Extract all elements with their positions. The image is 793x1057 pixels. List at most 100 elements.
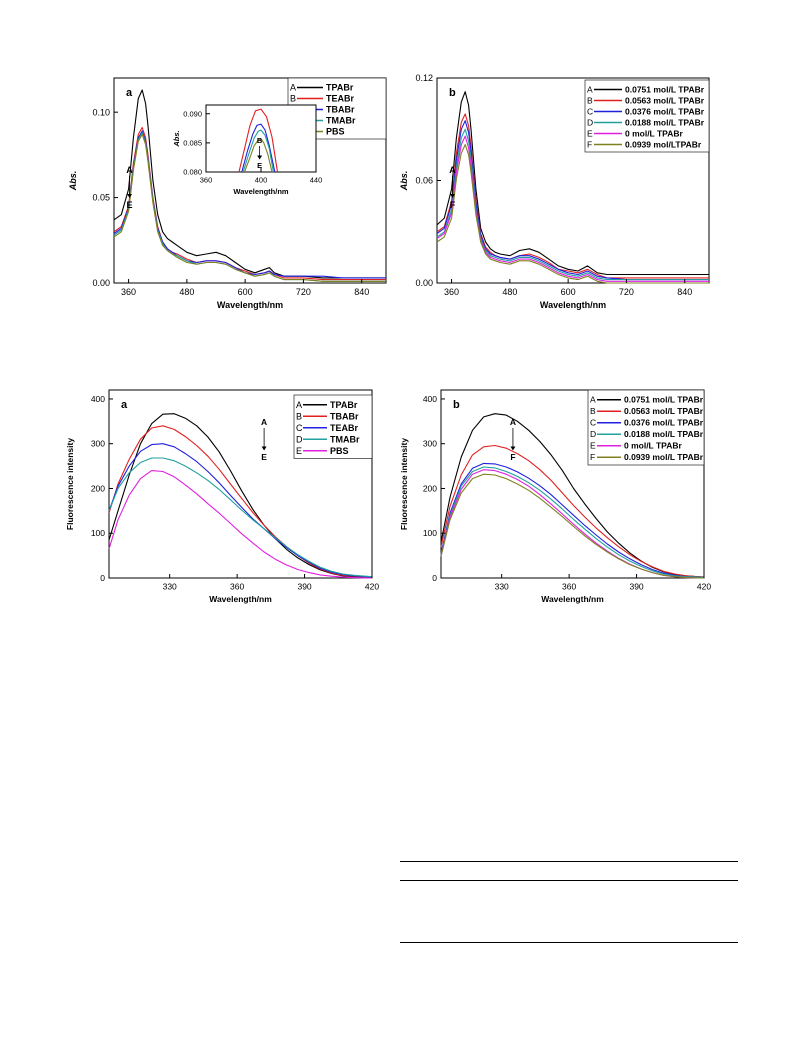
annotation-arrowhead bbox=[127, 194, 133, 198]
annotation-bottom-label: F bbox=[450, 200, 456, 210]
y-tick-label: 0.10 bbox=[92, 107, 110, 117]
series-line-d bbox=[436, 128, 709, 281]
x-tick-label: 390 bbox=[297, 582, 311, 592]
legend-key: A bbox=[290, 83, 296, 93]
legend-label: 0.0376 mol/L TPABr bbox=[624, 418, 704, 428]
legend-key: D bbox=[590, 429, 596, 439]
y-tick-label: 300 bbox=[423, 439, 437, 449]
inset-annotation-bottom-label: E bbox=[257, 161, 262, 170]
series-line-f bbox=[440, 473, 704, 579]
legend-label: TMABr bbox=[330, 434, 360, 444]
legend-key: F bbox=[590, 452, 595, 462]
series-line-c bbox=[436, 120, 709, 281]
table-header-rule bbox=[400, 880, 738, 881]
legend-label: 0 mol/L TPABr bbox=[624, 441, 682, 451]
y-tick-label: 0.00 bbox=[92, 278, 110, 288]
y-tick-label: 200 bbox=[423, 483, 437, 493]
x-tick-label: 600 bbox=[238, 287, 253, 297]
plot-frame bbox=[440, 389, 705, 579]
series-line-a bbox=[436, 91, 709, 276]
annotation-arrowhead bbox=[450, 194, 456, 198]
inset-x-tick-label: 440 bbox=[310, 176, 323, 185]
legend-box bbox=[293, 394, 373, 459]
legend-key: B bbox=[290, 94, 296, 104]
y-axis-label: Fluorescence intensity bbox=[65, 438, 75, 530]
annotation-top-label: A bbox=[261, 417, 267, 427]
panel-label: b bbox=[449, 87, 456, 99]
x-tick-label: 330 bbox=[163, 582, 177, 592]
inset-series-line-b bbox=[238, 108, 279, 173]
legend-box bbox=[587, 389, 705, 466]
y-axis-label: Abs. bbox=[399, 171, 409, 192]
y-axis-label: Fluorescence intensity bbox=[399, 438, 409, 530]
y-tick-label: 200 bbox=[91, 483, 105, 493]
legend-label: 0.0188 mol/L TPABr bbox=[624, 429, 704, 439]
x-tick-label: 840 bbox=[354, 287, 369, 297]
inset-y-axis-label: Abs. bbox=[172, 130, 181, 147]
inset-y-tick-label: 0.090 bbox=[183, 109, 202, 118]
x-tick-label: 480 bbox=[502, 287, 517, 297]
panel-label: a bbox=[121, 399, 128, 411]
inset-y-tick-label: 0.080 bbox=[183, 168, 202, 177]
plot-frame bbox=[113, 77, 387, 284]
legend-label: TPABr bbox=[330, 400, 358, 410]
legend-label: TBABr bbox=[326, 105, 355, 115]
table-top-rule bbox=[400, 861, 738, 862]
y-tick-label: 300 bbox=[91, 439, 105, 449]
inset-x-tick-label: 360 bbox=[200, 176, 213, 185]
y-tick-label: 100 bbox=[423, 528, 437, 538]
legend-key: E bbox=[587, 128, 593, 138]
inset-series-line-c bbox=[241, 123, 276, 173]
legend-key: A bbox=[296, 400, 302, 410]
y-tick-label: 100 bbox=[91, 528, 105, 538]
legend-key: E bbox=[296, 446, 302, 456]
x-tick-label: 420 bbox=[365, 582, 379, 592]
annotation-arrowhead bbox=[261, 446, 267, 451]
x-axis-label: Wavelength/nm bbox=[217, 300, 283, 310]
legend-label: TBABr bbox=[330, 411, 359, 421]
legend-label: 0.0188 mol/L TPABr bbox=[625, 117, 705, 127]
x-axis-label: Wavelength/nm bbox=[541, 594, 604, 604]
plot-frame bbox=[108, 389, 373, 579]
inset-y-tick-label: 0.085 bbox=[183, 138, 202, 147]
annotation-bottom-label: F bbox=[510, 452, 515, 462]
y-tick-label: 0 bbox=[432, 573, 437, 583]
table-bottom-rule bbox=[400, 942, 738, 943]
legend-key: C bbox=[590, 418, 596, 428]
legend-key: B bbox=[296, 411, 302, 421]
x-tick-label: 360 bbox=[230, 582, 244, 592]
legend-label: 0.0751 mol/L TPABr bbox=[624, 395, 704, 405]
x-tick-label: 720 bbox=[619, 287, 634, 297]
legend-label: TPABr bbox=[326, 83, 354, 93]
legend-label: 0.0563 mol/L TPABr bbox=[624, 406, 704, 416]
y-tick-label: 0.12 bbox=[415, 73, 433, 83]
legend-label: PBS bbox=[326, 127, 345, 137]
y-tick-label: 400 bbox=[423, 394, 437, 404]
legend-label: 0 mol/L TPABr bbox=[625, 128, 683, 138]
x-tick-label: 720 bbox=[296, 287, 311, 297]
legend-label: 0.0563 mol/L TPABr bbox=[625, 95, 705, 105]
annotation-top-label: A bbox=[126, 165, 133, 175]
annotation-arrowhead bbox=[510, 446, 516, 451]
legend-key: D bbox=[296, 434, 303, 444]
inset-x-tick-label: 400 bbox=[255, 176, 268, 185]
legend-key: D bbox=[587, 117, 593, 127]
legend-label: 0.0376 mol/L TPABr bbox=[625, 106, 705, 116]
legend-label: TEABr bbox=[330, 423, 358, 433]
x-axis-label: Wavelength/nm bbox=[209, 594, 272, 604]
y-tick-label: 400 bbox=[91, 394, 105, 404]
legend-key: C bbox=[296, 423, 303, 433]
absorbance-chart-a: 360 480 600 720 840 0.00 0.05 0.10 Wavelength/nm… bbox=[68, 77, 387, 310]
legend-label: PBS bbox=[330, 446, 349, 456]
x-axis-label: Wavelength/nm bbox=[540, 300, 606, 310]
panel-label: a bbox=[126, 87, 133, 99]
legend-key: B bbox=[590, 406, 596, 416]
legend-key: E bbox=[590, 441, 596, 451]
legend-key: F bbox=[587, 139, 592, 149]
x-tick-label: 360 bbox=[562, 582, 576, 592]
legend-label: TMABr bbox=[326, 116, 356, 126]
y-tick-label: 0.00 bbox=[415, 278, 433, 288]
x-tick-label: 360 bbox=[444, 287, 459, 297]
series-line-e bbox=[108, 470, 372, 579]
